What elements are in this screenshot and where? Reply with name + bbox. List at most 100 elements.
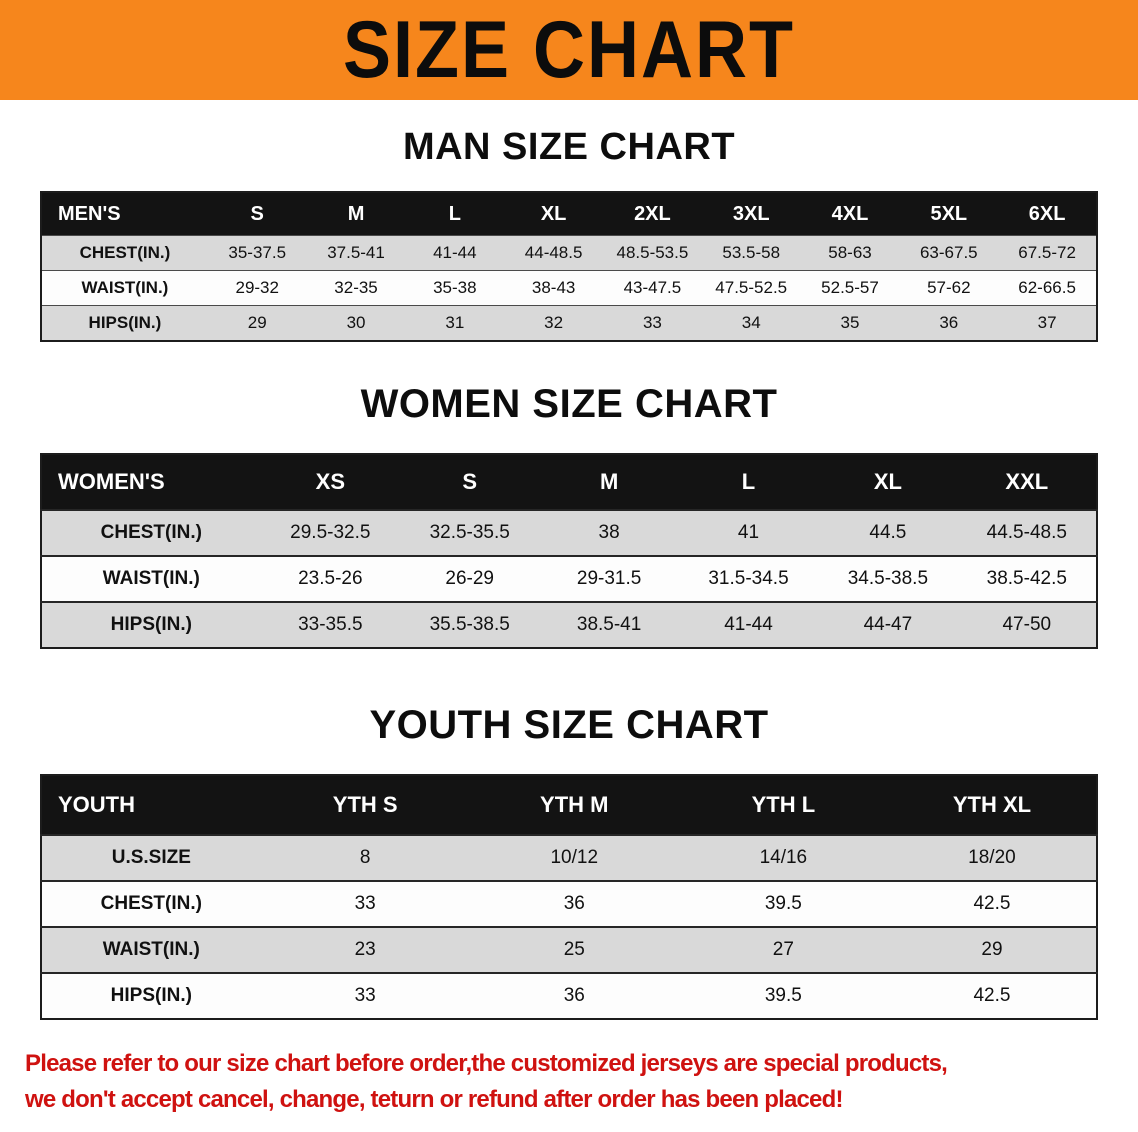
measurement-value-cell: 33 <box>642 313 662 332</box>
disclaimer-line-2: we don't accept cancel, change, teturn o… <box>25 1086 843 1113</box>
measurement-value-cell: 41-44 <box>433 243 477 262</box>
measurement-value-cell: 32 <box>544 313 564 332</box>
measurement-value-cell: 29-32 <box>235 278 279 297</box>
size-column-header: 5XL <box>899 192 999 236</box>
measurement-value-cell: 35-37.5 <box>228 243 287 262</box>
measurement-row: WAIST(IN.) 29-32 32-35 35-38 38-43 43-47.5 47.… <box>41 270 1097 306</box>
measurement-row: CHEST(IN.) 29.5-32.5 32.5-35.5 38 41 44.5 44.5… <box>41 510 1097 556</box>
disclaimer-line-1: Please refer to our size chart before or… <box>25 1050 948 1077</box>
measurement-value-cell: 38-43 <box>531 278 576 297</box>
size-column-header: M <box>539 454 679 510</box>
size-chart-banner: SIZE CHART <box>0 0 1138 100</box>
table-header-row: WOMEN'S XS S M L XL XXL <box>41 454 1097 510</box>
measurement-row-label: CHEST(IN.) <box>100 522 202 543</box>
size-column-header: M <box>306 192 406 236</box>
youth-size-table: YOUTH YTH S YTH M YTH L YTH XL U.S.SIZE 8 10/12… <box>40 774 1098 1020</box>
men-size-table: MEN'S S M L XL 2XL 3XL 4XL 5XL 6XL CHEST(IN.) 35-37… <box>40 191 1098 342</box>
measurement-value-cell: 25 <box>563 939 585 960</box>
size-column-header: L <box>405 192 505 236</box>
measurement-row-label: CHEST(IN.) <box>100 893 202 914</box>
measurement-row-label: HIPS(IN.) <box>88 313 162 332</box>
measurement-value-cell: 23.5-26 <box>298 568 363 589</box>
size-column-header: S <box>207 192 307 236</box>
size-column-header: YTH M <box>469 775 679 835</box>
women-size-table: WOMEN'S XS S M L XL XXL CHEST(IN.) 29.5-32.5 32.5… <box>40 453 1098 649</box>
measurement-row-label: HIPS(IN.) <box>110 985 192 1006</box>
measurement-value-cell: 38 <box>598 522 620 543</box>
measurement-value-cell: 30 <box>346 313 366 332</box>
measurement-value-cell: 47.5-52.5 <box>715 278 788 297</box>
size-column-header: S <box>400 454 540 510</box>
measurement-row-label: CHEST(IN.) <box>79 243 171 262</box>
measurement-value-cell: 32-35 <box>334 278 378 297</box>
measurement-row: HIPS(IN.) 33 36 39.5 42.5 <box>41 973 1097 1019</box>
measurement-value-cell: 38.5-42.5 <box>986 568 1067 589</box>
measurement-row: WAIST(IN.) 23.5-26 26-29 29-31.5 31.5-34.5 34… <box>41 556 1097 602</box>
size-column-header: 2XL <box>603 192 702 236</box>
measurement-value-cell: 38.5-41 <box>576 614 642 635</box>
measurement-value-cell: 35.5-38.5 <box>429 614 510 635</box>
measurement-value-cell: 23 <box>354 939 376 960</box>
measurement-value-cell: 53.5-58 <box>722 243 781 262</box>
size-column-header: XL <box>504 192 604 236</box>
table-group-label: MEN'S <box>41 192 208 236</box>
measurement-value-cell: 33 <box>354 893 376 914</box>
measurement-value-cell: 29 <box>981 939 1003 960</box>
measurement-value-cell: 42.5 <box>973 985 1011 1006</box>
youth-section-heading: YOUTH SIZE CHART <box>369 703 769 747</box>
measurement-value-cell: 33 <box>354 985 376 1006</box>
measurement-value-cell: 41 <box>737 522 760 543</box>
measurement-value-cell: 62-66.5 <box>1018 278 1076 297</box>
measurement-value-cell: 34.5-38.5 <box>847 568 929 589</box>
measurement-row: HIPS(IN.) 29 30 31 32 33 34 35 36 37 <box>41 305 1097 341</box>
measurement-row-label: WAIST(IN.) <box>102 939 200 960</box>
measurement-value-cell: 31.5-34.5 <box>708 568 789 589</box>
measurement-row-label: HIPS(IN.) <box>110 614 192 635</box>
measurement-row-label: WAIST(IN.) <box>102 568 200 589</box>
size-table: YOUTH YTH S YTH M YTH L YTH XL U.S.SIZE 8 10/12… <box>40 774 1098 1020</box>
size-column-header: YTH L <box>678 775 888 835</box>
size-column-header: 6XL <box>998 192 1097 236</box>
measurement-value-cell: 37 <box>1037 313 1057 332</box>
measurement-value-cell: 36 <box>563 985 585 1006</box>
size-table: WOMEN'S XS S M L XL XXL CHEST(IN.) 29.5-32.5 32.5… <box>40 453 1098 649</box>
measurement-row: HIPS(IN.) 33-35.5 35.5-38.5 38.5-41 41-44 44-… <box>41 602 1097 648</box>
table-group-label: WOMEN'S <box>41 454 261 510</box>
measurement-value-cell: 44.5 <box>869 522 907 543</box>
measurement-value-cell: 57-62 <box>927 278 971 297</box>
size-column-header: YTH S <box>260 775 470 835</box>
measurement-row: WAIST(IN.) 23 25 27 29 <box>41 927 1097 973</box>
measurement-row-label: WAIST(IN.) <box>81 278 169 297</box>
measurement-value-cell: 8 <box>359 847 371 868</box>
measurement-value-cell: 42.5 <box>973 893 1011 914</box>
size-column-header: XXL <box>957 454 1097 510</box>
table-group-label: YOUTH <box>41 775 261 835</box>
measurement-value-cell: 48.5-53.5 <box>616 243 689 262</box>
size-chart-title: SIZE CHART <box>343 5 795 95</box>
measurement-value-cell: 44-48.5 <box>524 243 583 262</box>
measurement-value-cell: 14/16 <box>759 847 808 868</box>
table-header-row: YOUTH YTH S YTH M YTH L YTH XL <box>41 775 1097 835</box>
table-header-row: MEN'S S M L XL 2XL 3XL 4XL 5XL 6XL <box>41 192 1097 236</box>
measurement-value-cell: 29.5-32.5 <box>290 522 371 543</box>
measurement-value-cell: 33-35.5 <box>298 614 363 635</box>
measurement-value-cell: 39.5 <box>764 985 802 1006</box>
size-column-header: 3XL <box>701 192 801 236</box>
measurement-value-cell: 67.5-72 <box>1018 243 1076 262</box>
measurement-value-cell: 32.5-35.5 <box>429 522 510 543</box>
size-column-header: 4XL <box>800 192 900 236</box>
disclaimer-notice: Please refer to our size chart before or… <box>25 1046 1113 1118</box>
measurement-value-cell: 58-63 <box>828 243 872 262</box>
measurement-value-cell: 37.5-41 <box>327 243 385 262</box>
measurement-row: U.S.SIZE 8 10/12 14/16 18/20 <box>41 835 1097 881</box>
men-section-heading: MAN SIZE CHART <box>402 126 736 168</box>
measurement-value-cell: 47-50 <box>1002 614 1052 635</box>
measurement-row-label: U.S.SIZE <box>111 847 191 868</box>
measurement-value-cell: 34 <box>741 313 761 332</box>
size-table: MEN'S S M L XL 2XL 3XL 4XL 5XL 6XL CHEST(IN.) 35-37… <box>40 191 1098 342</box>
measurement-row: CHEST(IN.) 35-37.5 37.5-41 41-44 44-48.5 48.5… <box>41 235 1097 271</box>
measurement-value-cell: 44.5-48.5 <box>986 522 1067 543</box>
measurement-value-cell: 52.5-57 <box>821 278 879 297</box>
measurement-value-cell: 43-47.5 <box>623 278 682 297</box>
measurement-value-cell: 35 <box>840 313 860 332</box>
